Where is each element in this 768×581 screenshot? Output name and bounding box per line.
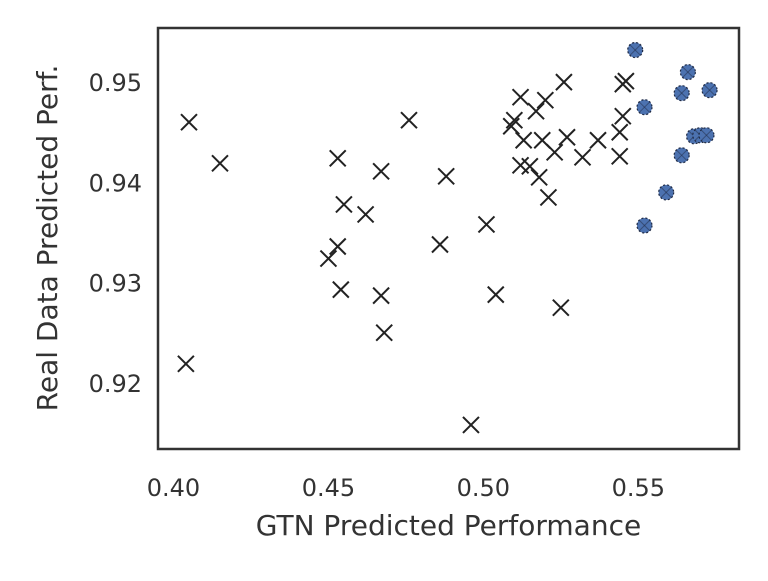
x-marker-point bbox=[573, 148, 592, 167]
x-marker-point bbox=[539, 188, 558, 207]
x-marker-point bbox=[505, 111, 524, 129]
x-marker-point bbox=[375, 324, 393, 342]
x-marker-point bbox=[329, 149, 347, 168]
x-marker-point bbox=[211, 154, 229, 173]
x-marker-point bbox=[527, 102, 545, 120]
x-marker-point bbox=[487, 285, 505, 304]
x-marker-point bbox=[332, 280, 350, 299]
x-marker-point bbox=[502, 117, 520, 135]
x-marker-point bbox=[610, 147, 629, 166]
x-marker-point bbox=[530, 168, 548, 187]
highlighted-point bbox=[627, 41, 644, 59]
x-marker-point bbox=[536, 91, 555, 109]
x-marker-point bbox=[319, 249, 338, 268]
marks-layer bbox=[177, 41, 718, 434]
x-marker-point bbox=[431, 235, 449, 254]
x-marker-point bbox=[521, 157, 539, 176]
x-marker-point bbox=[462, 416, 480, 434]
x-tick-label: 0.40 bbox=[147, 474, 200, 502]
x-marker-point bbox=[610, 123, 629, 141]
x-tick-label: 0.55 bbox=[612, 474, 665, 502]
x-marker-point bbox=[356, 205, 375, 224]
x-marker-point bbox=[335, 195, 353, 214]
highlighted-point bbox=[679, 64, 696, 81]
x-marker-point bbox=[372, 162, 390, 181]
highlighted-point bbox=[698, 127, 715, 144]
x-marker-point bbox=[477, 215, 496, 234]
ticks-layer: 0.40 0.45 0.50 0.55 0.92 0.93 0.94 0.95 bbox=[89, 69, 665, 502]
x-marker-point bbox=[511, 88, 530, 106]
x-marker-point bbox=[514, 131, 533, 149]
x-marker-point bbox=[372, 286, 390, 305]
x-marker-point bbox=[552, 298, 570, 317]
highlighted-point bbox=[701, 82, 718, 99]
x-marker-point bbox=[177, 355, 195, 373]
x-marker-point bbox=[545, 143, 564, 162]
highlighted-point bbox=[636, 217, 653, 234]
highlighted-point bbox=[636, 99, 653, 116]
y-tick-label: 0.92 bbox=[89, 370, 142, 398]
x-axis-label: GTN Predicted Performance bbox=[256, 509, 641, 542]
highlighted-point bbox=[673, 85, 690, 102]
x-marker-point bbox=[617, 72, 635, 90]
x-marker-point bbox=[555, 73, 573, 91]
y-tick-label: 0.94 bbox=[89, 169, 142, 197]
x-marker-point bbox=[558, 128, 576, 146]
x-marker-point bbox=[614, 107, 632, 125]
x-tick-label: 0.50 bbox=[457, 474, 510, 502]
x-marker-point bbox=[400, 111, 418, 129]
x-marker-point bbox=[437, 167, 455, 186]
y-tick-label: 0.95 bbox=[89, 69, 142, 97]
y-tick-label: 0.93 bbox=[89, 270, 142, 298]
highlighted-point bbox=[673, 147, 690, 164]
x-marker-point bbox=[589, 131, 607, 149]
x-marker-point bbox=[180, 113, 198, 131]
highlighted-point bbox=[658, 184, 675, 201]
plot-frame bbox=[156, 26, 741, 451]
x-marker-point bbox=[329, 237, 347, 256]
x-tick-label: 0.45 bbox=[302, 474, 355, 502]
y-axis-label: Real Data Predicted Perf. bbox=[31, 65, 64, 412]
